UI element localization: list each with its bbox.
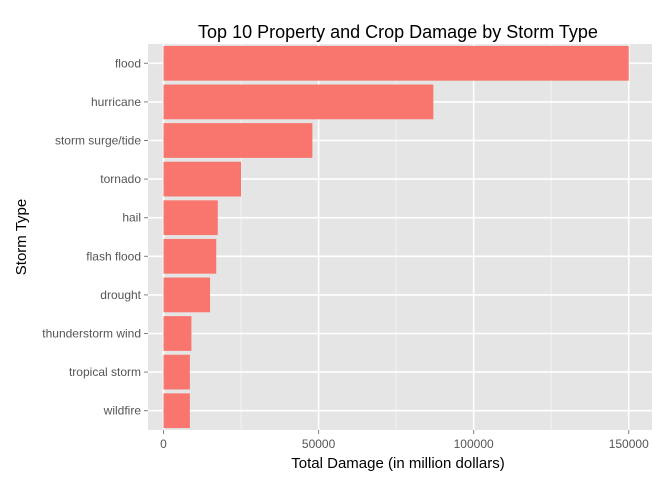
x-tick-label: 50000 — [302, 437, 336, 451]
bar-flood — [163, 45, 629, 81]
y-tick-label: storm surge/tide — [55, 134, 141, 148]
y-tick-label: tropical storm — [69, 365, 141, 379]
y-tick-label: drought — [100, 288, 141, 302]
bar-wildfire — [163, 393, 190, 429]
bar-storm-surge-tide — [163, 123, 313, 158]
bar-thunderstorm-wind — [163, 316, 192, 351]
y-tick-label: wildfire — [103, 404, 142, 418]
x-tick-label: 100000 — [454, 437, 494, 451]
bar-drought — [163, 277, 211, 313]
x-axis-title: Total Damage (in million dollars) — [291, 455, 504, 472]
y-tick-label: hail — [122, 211, 141, 225]
x-axis-ticks: 0 50000 100000 150000 — [160, 430, 649, 451]
y-axis-title: Storm Type — [13, 199, 30, 275]
y-axis-ticks: flood hurricane storm surge/tide tornado hai… — [42, 56, 148, 418]
y-tick-label: flash flood — [86, 249, 141, 263]
bar-tornado — [163, 161, 242, 197]
y-tick-label: flood — [115, 56, 141, 70]
bar-hail — [163, 200, 218, 236]
bar-hurricane — [163, 84, 434, 120]
chart-title: Top 10 Property and Crop Damage by Storm… — [198, 22, 598, 42]
y-tick-label: thunderstorm wind — [42, 327, 141, 341]
x-tick-label: 150000 — [609, 437, 649, 451]
bar-tropical-storm — [163, 354, 190, 390]
y-tick-label: hurricane — [91, 95, 141, 109]
y-tick-label: tornado — [100, 172, 141, 186]
x-tick-label: 0 — [160, 437, 167, 451]
bar-flash-flood — [163, 238, 217, 274]
bars — [163, 45, 629, 429]
